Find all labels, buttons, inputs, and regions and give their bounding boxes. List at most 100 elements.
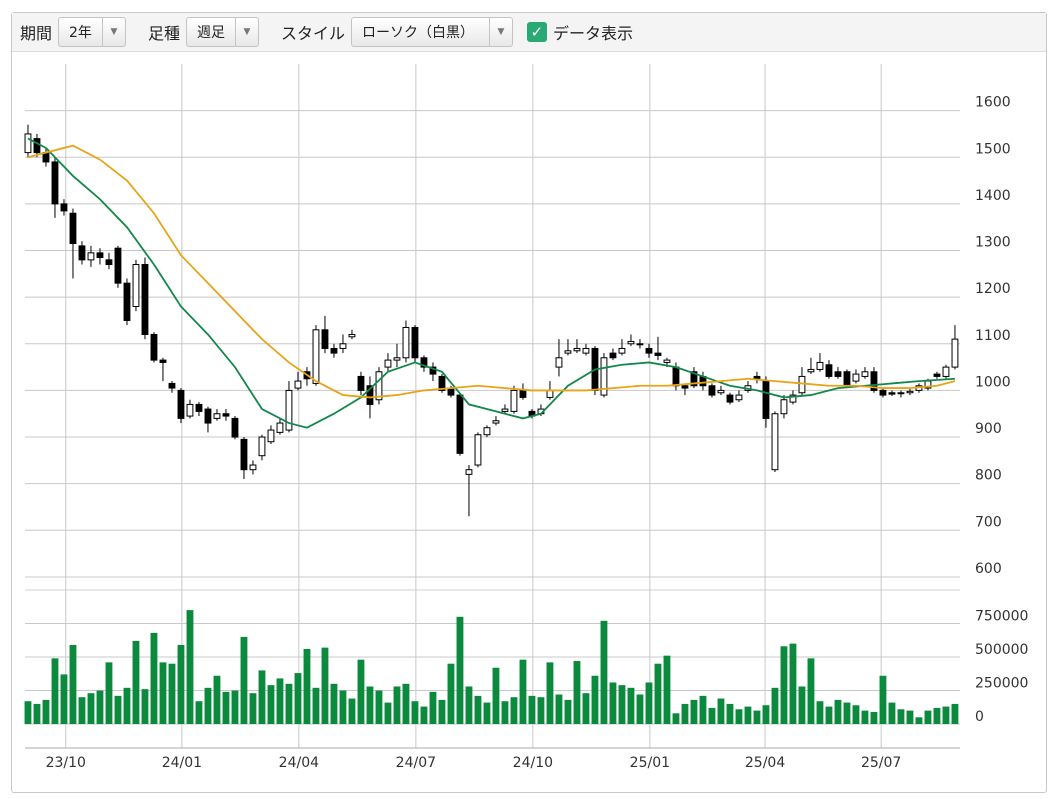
candle-body bbox=[672, 366, 680, 387]
volume-bar bbox=[519, 659, 527, 725]
candle-body bbox=[114, 247, 122, 284]
volume-bar bbox=[357, 659, 365, 725]
candle-body bbox=[546, 389, 554, 398]
volume-bar bbox=[303, 648, 311, 725]
candle-body bbox=[168, 382, 176, 389]
volume-bar bbox=[456, 616, 464, 725]
volume-bar bbox=[663, 655, 671, 725]
volume-bar bbox=[186, 610, 194, 725]
y-tick-label: 1200 bbox=[975, 281, 1011, 297]
volume-bar bbox=[852, 705, 860, 725]
y-tick-label: 1100 bbox=[975, 328, 1011, 344]
candle-body bbox=[708, 385, 716, 396]
volume-bar bbox=[42, 699, 50, 725]
candle-body bbox=[492, 420, 500, 424]
candle-body bbox=[807, 368, 815, 373]
volume-bar bbox=[528, 695, 536, 725]
volume-bar bbox=[906, 710, 914, 725]
candle-body bbox=[753, 375, 761, 380]
controls: 期間 2年 ▼ 足種 週足 ▼ スタイル ローソク（白黒） ▼ ✓ データ表示 bbox=[12, 13, 1046, 52]
volume-bar bbox=[915, 717, 923, 725]
volume-bar bbox=[726, 703, 734, 725]
candle-body bbox=[285, 389, 293, 431]
dropdown-arrow: ▼ bbox=[234, 18, 258, 46]
volume-tick-label: 0 bbox=[975, 709, 984, 725]
candle-body bbox=[132, 264, 140, 307]
volume-bar bbox=[87, 693, 95, 725]
candle-body bbox=[654, 352, 662, 356]
volume-bar bbox=[618, 685, 626, 725]
volume-bar bbox=[177, 644, 185, 725]
volume-bar bbox=[825, 706, 833, 725]
volume-bar bbox=[879, 675, 887, 725]
candle-body bbox=[501, 408, 509, 412]
style-select[interactable]: ローソク（白黒） ▼ bbox=[350, 17, 513, 47]
candle-body bbox=[438, 375, 446, 391]
volume-bar bbox=[573, 661, 581, 725]
volume-bar bbox=[600, 620, 608, 725]
y-tick-label: 1400 bbox=[975, 188, 1011, 204]
candle-body bbox=[681, 385, 689, 389]
volume-bar bbox=[348, 698, 356, 725]
candle-body bbox=[636, 343, 644, 346]
volume-bar bbox=[546, 662, 554, 725]
candle-body bbox=[150, 333, 158, 361]
period-select[interactable]: 2年 ▼ bbox=[58, 17, 126, 47]
bar-type-label: 足種 bbox=[147, 24, 180, 43]
volume-bar bbox=[735, 709, 743, 725]
candle-body bbox=[627, 340, 635, 345]
volume-bar bbox=[330, 683, 338, 725]
volume-bar bbox=[195, 701, 203, 725]
candle-body bbox=[465, 469, 473, 475]
candle-body bbox=[825, 364, 833, 377]
volume-bar bbox=[51, 658, 59, 725]
data-display-label: データ表示 bbox=[552, 24, 633, 43]
candle-body bbox=[312, 329, 320, 384]
candle-body bbox=[888, 392, 896, 395]
volume-bar bbox=[222, 691, 230, 725]
x-tick-label: 24/01 bbox=[162, 755, 202, 771]
candle-body bbox=[24, 133, 32, 154]
volume-bar bbox=[744, 706, 752, 725]
volume-bar bbox=[123, 687, 131, 725]
candle-body bbox=[609, 352, 617, 359]
volume-bar bbox=[231, 690, 239, 725]
candle-body bbox=[204, 408, 212, 424]
candle-body bbox=[420, 357, 428, 368]
volume-bar bbox=[492, 667, 500, 725]
candle-body bbox=[762, 380, 770, 419]
volume-bar bbox=[537, 697, 545, 725]
data-checkbox[interactable]: ✓ bbox=[526, 22, 547, 42]
volume-bar bbox=[834, 699, 842, 725]
candle-body bbox=[141, 264, 149, 335]
candle-body bbox=[393, 357, 401, 361]
candle-body bbox=[780, 399, 788, 415]
candle-body bbox=[96, 252, 104, 259]
volume-bar bbox=[627, 687, 635, 725]
period-label: 期間 bbox=[20, 24, 53, 43]
x-tick-label: 23/10 bbox=[46, 755, 86, 771]
candle-body bbox=[195, 403, 203, 412]
candle-body bbox=[294, 380, 302, 389]
volume-bar bbox=[672, 713, 680, 725]
candle-body bbox=[771, 413, 779, 471]
volume-bar bbox=[591, 675, 599, 725]
volume-bar bbox=[753, 710, 761, 725]
candle-body bbox=[33, 138, 41, 154]
volume-bar bbox=[690, 699, 698, 725]
bar-type-select[interactable]: 週足 ▼ bbox=[185, 17, 259, 47]
volume-bar bbox=[393, 686, 401, 725]
volume-bar bbox=[258, 670, 266, 725]
candle-body bbox=[258, 436, 266, 457]
y-tick-label: 900 bbox=[975, 421, 1002, 437]
volume-bar bbox=[951, 703, 959, 725]
volume-bar bbox=[114, 695, 122, 725]
candle-body bbox=[213, 413, 221, 419]
volume-bar bbox=[888, 702, 896, 725]
candle-body bbox=[375, 371, 383, 401]
volume-bar bbox=[168, 663, 176, 725]
moving-average-line bbox=[27, 137, 956, 429]
candle-body bbox=[852, 373, 860, 382]
